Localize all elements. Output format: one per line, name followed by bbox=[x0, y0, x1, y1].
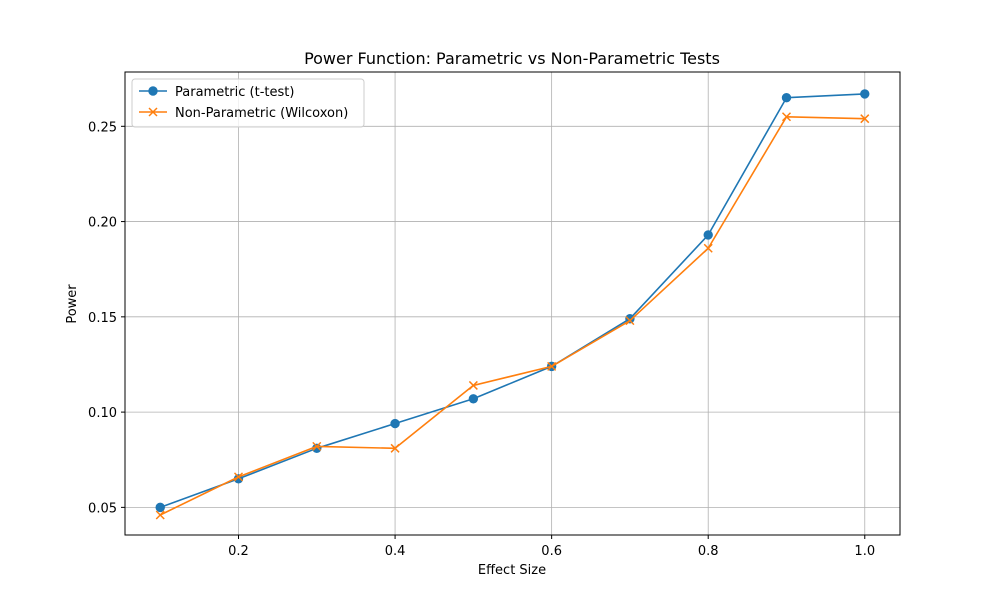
series-1-point bbox=[625, 314, 635, 324]
series-1 bbox=[155, 89, 870, 513]
x-tick-label: 0.4 bbox=[385, 544, 406, 559]
x-tick-label: 0.8 bbox=[698, 544, 719, 559]
legend-label: Non-Parametric (Wilcoxon) bbox=[175, 106, 348, 121]
series-2-point-stroke bbox=[625, 316, 635, 326]
series-2-point bbox=[155, 510, 165, 520]
x-axis-label: Effect Size bbox=[478, 563, 546, 578]
series-2-point-stroke bbox=[703, 243, 713, 253]
legend: Parametric (t-test) Non-Parametric (Wilco… bbox=[131, 78, 365, 128]
series-group bbox=[155, 89, 870, 520]
legend-marker-stroke bbox=[148, 107, 158, 117]
series-1-point bbox=[703, 230, 713, 240]
series-2-point bbox=[233, 472, 244, 482]
axis-ticks: 0.2 0.4 0.6 0.8 1.0 0.05 0.10 0.15 0.20 0.25 bbox=[88, 120, 875, 559]
x-tick-label: 0.2 bbox=[228, 544, 249, 559]
series-2-point-stroke bbox=[547, 361, 557, 371]
series-2-point bbox=[312, 441, 322, 451]
series-2-point-stroke bbox=[233, 472, 244, 482]
legend-entry-1: Parametric (t-test) bbox=[139, 85, 294, 100]
y-tick-label: 0.10 bbox=[88, 406, 117, 421]
x-tick-label: 1.0 bbox=[854, 544, 875, 559]
series-2-point bbox=[547, 361, 557, 371]
series-2-point bbox=[468, 380, 478, 390]
series-2-point-stroke bbox=[390, 443, 400, 453]
legend-label: Parametric (t-test) bbox=[175, 85, 294, 100]
series-2 bbox=[155, 112, 870, 520]
series-2-point bbox=[390, 443, 400, 453]
series-2-line bbox=[159, 115, 865, 516]
series-2-point-stroke bbox=[781, 112, 792, 122]
series-2-point-stroke bbox=[155, 510, 165, 520]
series-1-point bbox=[155, 502, 165, 513]
y-axis-label: Power bbox=[65, 284, 80, 324]
legend-box bbox=[131, 78, 365, 128]
series-2-point-stroke bbox=[312, 441, 322, 451]
series-1-point bbox=[860, 89, 870, 99]
y-tick-label: 0.15 bbox=[88, 311, 117, 326]
series-2-point bbox=[703, 243, 713, 253]
series-2-point bbox=[860, 114, 870, 124]
y-tick-label: 0.20 bbox=[88, 216, 117, 231]
series-2-point-stroke bbox=[860, 114, 870, 124]
chart-title: Power Function: Parametric vs Non-Parame… bbox=[304, 49, 720, 68]
x-tick-label: 0.6 bbox=[541, 544, 562, 559]
series-1-line bbox=[159, 93, 865, 509]
series-2-point-stroke bbox=[468, 380, 478, 390]
legend-marker bbox=[148, 86, 158, 96]
plot-frame bbox=[124, 71, 901, 536]
series-2-point bbox=[781, 112, 792, 122]
series-1-point bbox=[781, 93, 792, 103]
series-2-point bbox=[625, 316, 635, 326]
grid-lines bbox=[125, 72, 900, 535]
series-1-point bbox=[390, 418, 400, 429]
legend-marker bbox=[148, 107, 158, 117]
legend-entry-2: Non-Parametric (Wilcoxon) bbox=[139, 106, 348, 121]
y-tick-label: 0.05 bbox=[88, 501, 117, 516]
y-tick-label: 0.25 bbox=[88, 120, 117, 135]
series-1-point bbox=[468, 394, 479, 404]
legend-entries: Parametric (t-test) Non-Parametric (Wilco… bbox=[139, 85, 348, 121]
